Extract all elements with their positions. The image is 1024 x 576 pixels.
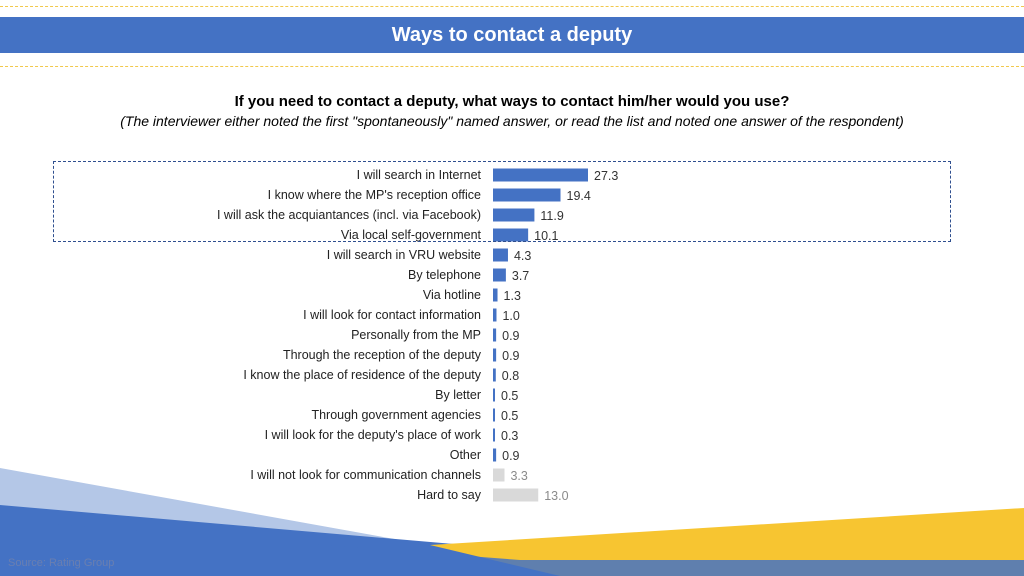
category-label: Through the reception of the deputy <box>283 348 482 362</box>
value-label: 10.1 <box>534 229 558 243</box>
category-label: By letter <box>435 388 481 402</box>
category-label: By telephone <box>408 268 481 282</box>
category-label: I will search in VRU website <box>327 248 481 262</box>
header-band <box>0 17 1024 53</box>
value-label: 0.5 <box>501 409 518 423</box>
bar <box>493 228 529 242</box>
bar <box>493 408 495 422</box>
category-label: I will search in Internet <box>357 168 482 182</box>
value-label: 0.9 <box>502 329 519 343</box>
value-label: 0.3 <box>501 429 518 443</box>
bar <box>493 268 506 282</box>
category-label: Hard to say <box>417 488 482 502</box>
category-label: I know the place of residence of the dep… <box>243 368 481 382</box>
value-label: 4.3 <box>514 249 531 263</box>
value-label: 3.7 <box>512 269 529 283</box>
footer-yellow-wedge <box>430 508 1024 576</box>
category-label: Through government agencies <box>311 408 481 422</box>
bar <box>493 208 535 222</box>
bar <box>493 428 495 442</box>
survey-question: If you need to contact a deputy, what wa… <box>234 93 790 110</box>
bar <box>493 348 497 362</box>
value-label: 0.8 <box>502 369 519 383</box>
page-title: Ways to contact a deputy <box>391 24 633 46</box>
bar <box>493 308 497 322</box>
category-label: I will look for contact information <box>303 308 481 322</box>
value-label: 0.9 <box>502 349 519 363</box>
value-label: 11.9 <box>540 209 563 223</box>
value-label: 3.3 <box>510 469 527 483</box>
category-label: I know where the MP's reception office <box>268 188 481 202</box>
bar <box>493 188 561 202</box>
category-label: Other <box>450 448 481 462</box>
footer-blue-overlay <box>0 520 1024 576</box>
bar <box>493 448 497 462</box>
top-dashed-line <box>0 6 1024 7</box>
value-label: 1.0 <box>502 309 519 323</box>
value-label: 19.4 <box>567 189 591 203</box>
bottom-dashed-line <box>0 66 1024 67</box>
value-label: 0.9 <box>502 449 519 463</box>
value-label: 27.3 <box>594 169 618 183</box>
bar <box>493 388 495 402</box>
category-label: Via hotline <box>423 288 481 302</box>
category-label: I will not look for communication channe… <box>250 468 481 482</box>
value-label: 0.5 <box>501 389 518 403</box>
bar <box>493 368 496 382</box>
value-label: 13.0 <box>544 489 568 503</box>
top-answers-highlight-box <box>53 161 951 242</box>
footer-source: Source: Rating Group <box>8 557 115 569</box>
value-label: 1.3 <box>504 289 521 303</box>
category-label: I will look for the deputy's place of wo… <box>265 428 482 442</box>
category-label: Via local self-government <box>341 228 482 242</box>
bar <box>493 468 505 482</box>
survey-note: (The interviewer either noted the first … <box>120 113 904 129</box>
category-label: I will ask the acquiantances (incl. via … <box>217 208 481 222</box>
bar <box>493 488 539 502</box>
category-label: Personally from the MP <box>351 328 481 342</box>
bar <box>493 168 588 182</box>
bar <box>493 288 498 302</box>
bar <box>493 328 497 342</box>
bar <box>493 248 508 262</box>
